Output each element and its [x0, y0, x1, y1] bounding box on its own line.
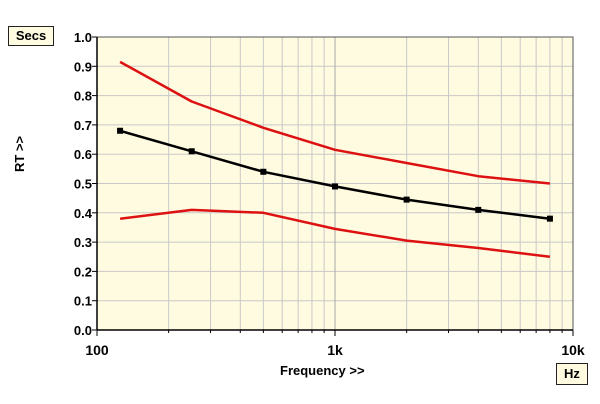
- data-point: [546, 215, 553, 222]
- axes: [92, 36, 574, 336]
- data-point: [260, 168, 267, 175]
- series-line-0: [119, 60, 551, 185]
- data-point: [188, 148, 195, 155]
- y-tick-label: 0.5: [74, 177, 92, 192]
- y-tick-label: 0.4: [74, 206, 93, 221]
- y-tick-label: 0.0: [74, 323, 92, 338]
- data-point: [332, 183, 338, 190]
- x-axis-title: Frequency >>: [280, 363, 365, 378]
- y-tick-label: 0.9: [74, 59, 92, 74]
- y-unit-label: Secs: [8, 26, 54, 46]
- y-tick-label: 0.6: [74, 147, 92, 162]
- series-line-2: [119, 208, 551, 259]
- y-tick-label: 0.8: [74, 89, 92, 104]
- data-point: [403, 196, 410, 203]
- x-tick-label: 10k: [561, 342, 585, 358]
- y-tick-label: 0.3: [74, 235, 92, 250]
- x-tick-label: 1k: [327, 342, 343, 358]
- tick-labels: 0.0 0.1 0.2 0.3 0.4 0.5 0.6 0.7 0.8 0.9 1.0 100 1k 10…: [74, 30, 585, 358]
- x-unit-label: Hz: [556, 363, 588, 385]
- y-tick-label: 0.1: [74, 294, 92, 309]
- x-tick-label: 100: [85, 342, 109, 358]
- y-tick-label: 0.2: [74, 264, 92, 279]
- y-tick-label: 1.0: [74, 30, 92, 45]
- data-point: [475, 206, 482, 213]
- y-axis-title: RT >>: [12, 135, 27, 172]
- y-tick-label: 0.7: [74, 118, 92, 133]
- series-layer: [117, 60, 553, 259]
- data-point: [117, 127, 124, 134]
